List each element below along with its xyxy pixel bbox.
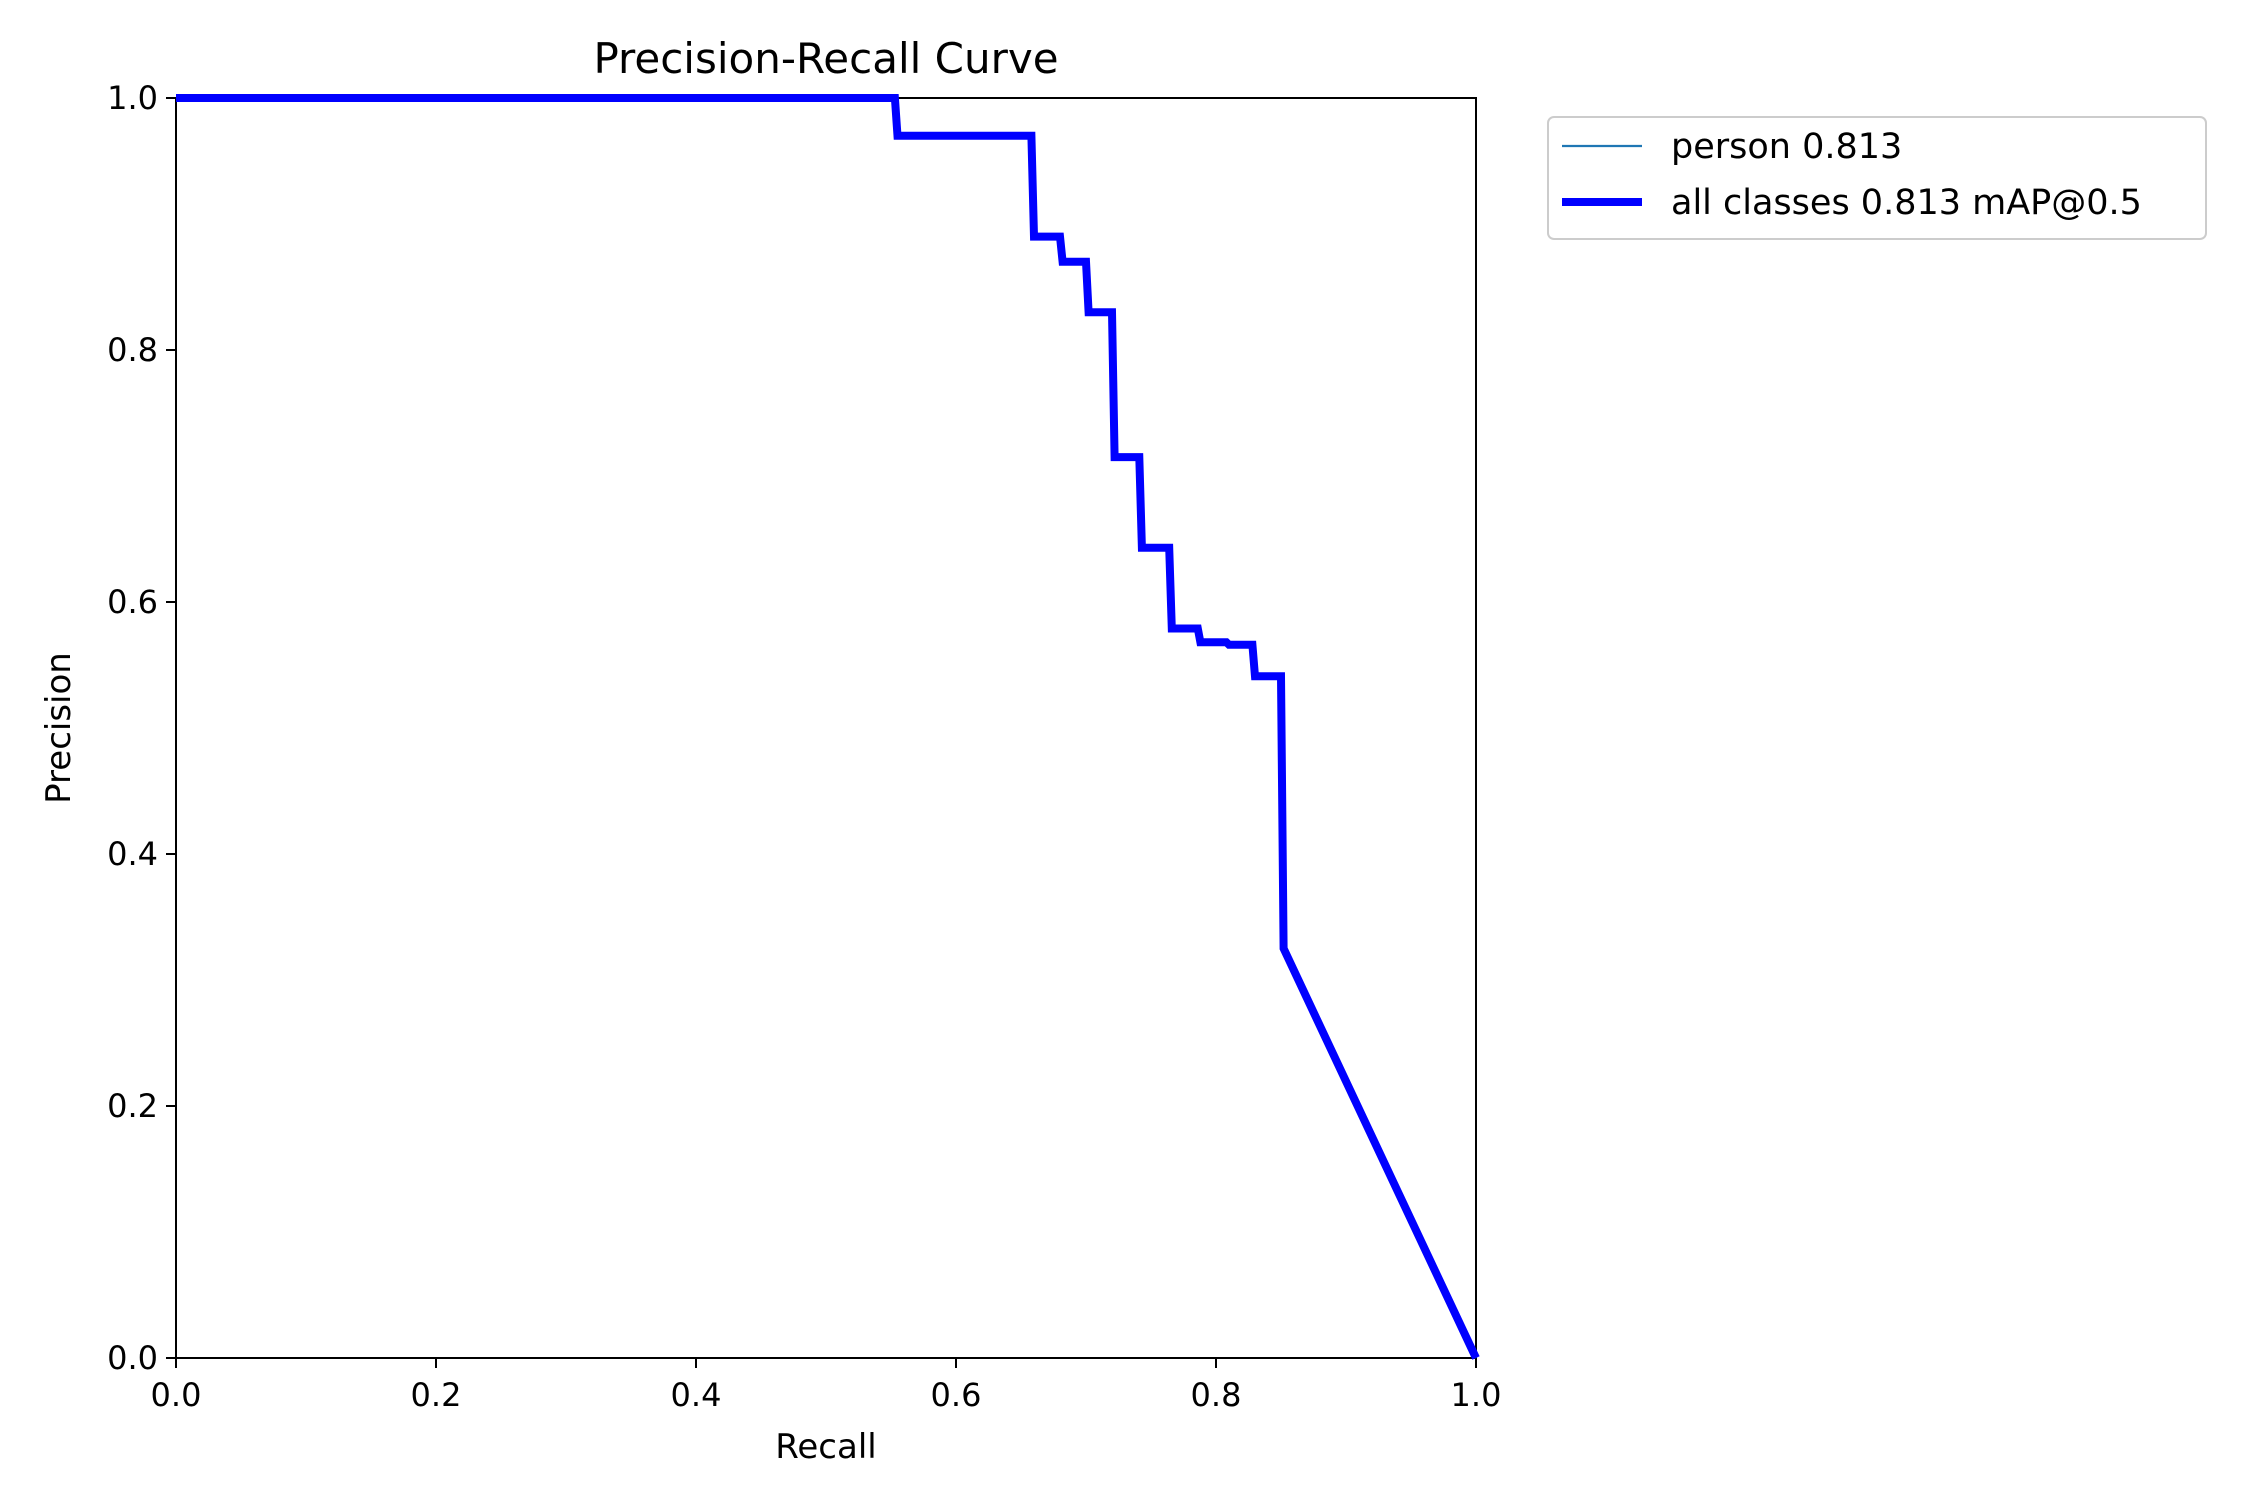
- y-tick-label: 0.4: [107, 835, 158, 873]
- chart-title: Precision-Recall Curve: [593, 34, 1058, 83]
- x-tick-label: 0.4: [671, 1376, 722, 1414]
- y-tick-label: 0.6: [107, 583, 158, 621]
- x-tick-label: 1.0: [1451, 1376, 1502, 1414]
- y-tick-label: 0.2: [107, 1087, 158, 1125]
- x-tick-label: 0.2: [411, 1376, 462, 1414]
- x-tick-label: 0.8: [1191, 1376, 1242, 1414]
- y-axis-ticks: 0.0 0.2 0.4 0.6 0.8 1.0: [107, 79, 176, 1377]
- legend-label-person: person 0.813: [1671, 127, 1902, 167]
- x-tick-label: 0.6: [931, 1376, 982, 1414]
- x-axis-ticks: 0.0 0.2 0.4 0.6 0.8 1.0: [151, 1358, 1502, 1414]
- x-tick-label: 0.0: [151, 1376, 202, 1414]
- y-tick-label: 1.0: [107, 79, 158, 117]
- series-line-all-classes: [176, 94, 1480, 1360]
- x-axis-title: Recall: [775, 1427, 876, 1467]
- legend: person 0.813 all classes 0.813 mAP@0.5: [1547, 116, 2207, 240]
- legend-box: [1547, 116, 2207, 240]
- legend-label-all-classes: all classes 0.813 mAP@0.5: [1671, 183, 2142, 223]
- y-axis-title: Precision: [39, 652, 79, 804]
- y-tick-label: 0.0: [107, 1339, 158, 1377]
- y-tick-label: 0.8: [107, 331, 158, 369]
- series-layer: [176, 94, 1480, 1360]
